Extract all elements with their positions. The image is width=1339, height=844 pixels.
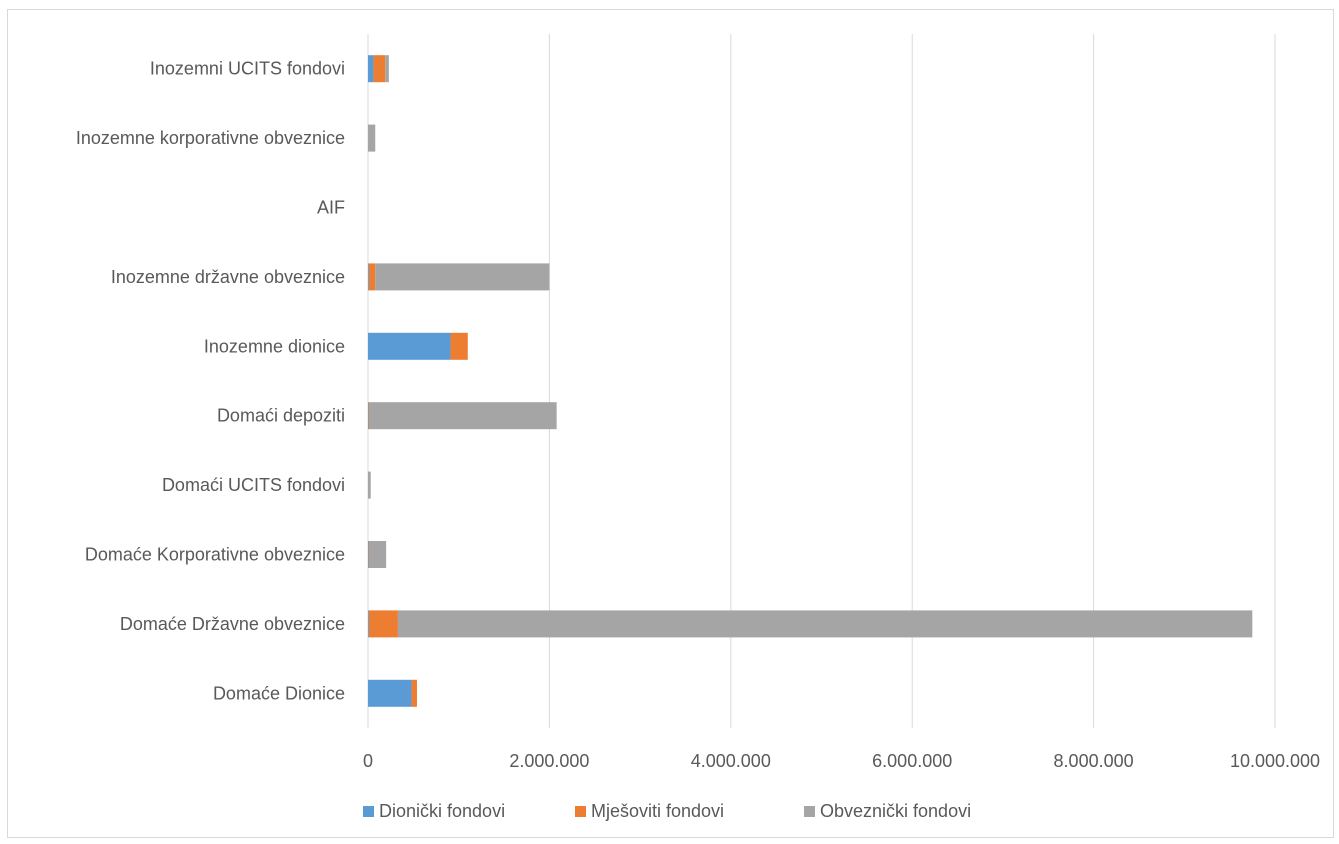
legend: Dionički fondovi Mješoviti fondovi Obvezni… — [363, 801, 971, 821]
category-label: Domaće Državne obveznice — [120, 614, 345, 634]
x-tick-label: 10.000.000 — [1230, 751, 1320, 771]
bar-segment — [368, 541, 369, 568]
bar-segment — [368, 124, 376, 152]
bar-segment — [368, 541, 387, 568]
bar-segment — [368, 55, 374, 83]
bar-segment — [368, 402, 370, 430]
x-tick-label: 6.000.000 — [872, 751, 952, 771]
category-label: Domaći UCITS fondovi — [162, 475, 345, 495]
x-tick-label: 0 — [363, 751, 373, 771]
chart-frame: Domaće Dionice Domaće Državne obveznice Do… — [7, 9, 1334, 838]
category-labels: Domaće Dionice Domaće Državne obveznice Do… — [76, 59, 345, 704]
x-tick-label: 8.000.000 — [1054, 751, 1134, 771]
legend-swatch — [363, 806, 374, 817]
legend-swatch — [575, 806, 586, 817]
bar-segment — [385, 55, 389, 83]
bar-segment — [368, 610, 369, 638]
bar-segment — [397, 610, 1253, 638]
legend-swatch — [804, 806, 815, 817]
bar-segment — [368, 610, 398, 638]
category-label: Inozemne dionice — [204, 336, 345, 356]
legend-label: Mješoviti fondovi — [591, 801, 724, 821]
bar-segment — [368, 263, 376, 291]
x-tick-labels: 0 2.000.000 4.000.000 6.000.000 8.000.000 10.… — [363, 751, 1320, 771]
category-label: AIF — [317, 198, 345, 218]
bar-segment — [373, 55, 386, 83]
bar-segment — [375, 263, 550, 291]
bar-segment — [368, 471, 371, 499]
bar-segment — [368, 402, 369, 430]
category-label: Inozemni UCITS fondovi — [150, 59, 345, 79]
stacked-bar-chart: Domaće Dionice Domaće Državne obveznice Do… — [76, 34, 1320, 821]
category-label: Domaći depoziti — [217, 406, 345, 426]
bar-segment — [368, 679, 412, 707]
bar-segment — [450, 332, 468, 360]
category-label: Inozemne državne obveznice — [111, 267, 345, 287]
bar-segment — [368, 541, 369, 568]
bar-segment — [411, 679, 417, 707]
bars — [368, 55, 1253, 707]
legend-label: Dionički fondovi — [379, 801, 505, 821]
bar-segment — [369, 402, 557, 430]
bar-segment — [368, 332, 451, 360]
x-tick-label: 2.000.000 — [509, 751, 589, 771]
category-label: Inozemne korporativne obveznice — [76, 128, 345, 148]
bar-segment — [368, 263, 369, 291]
x-tick-label: 4.000.000 — [691, 751, 771, 771]
legend-label: Obveznički fondovi — [820, 801, 971, 821]
category-label: Domaće Dionice — [213, 683, 345, 703]
category-label: Domaće Korporativne obveznice — [85, 545, 345, 565]
